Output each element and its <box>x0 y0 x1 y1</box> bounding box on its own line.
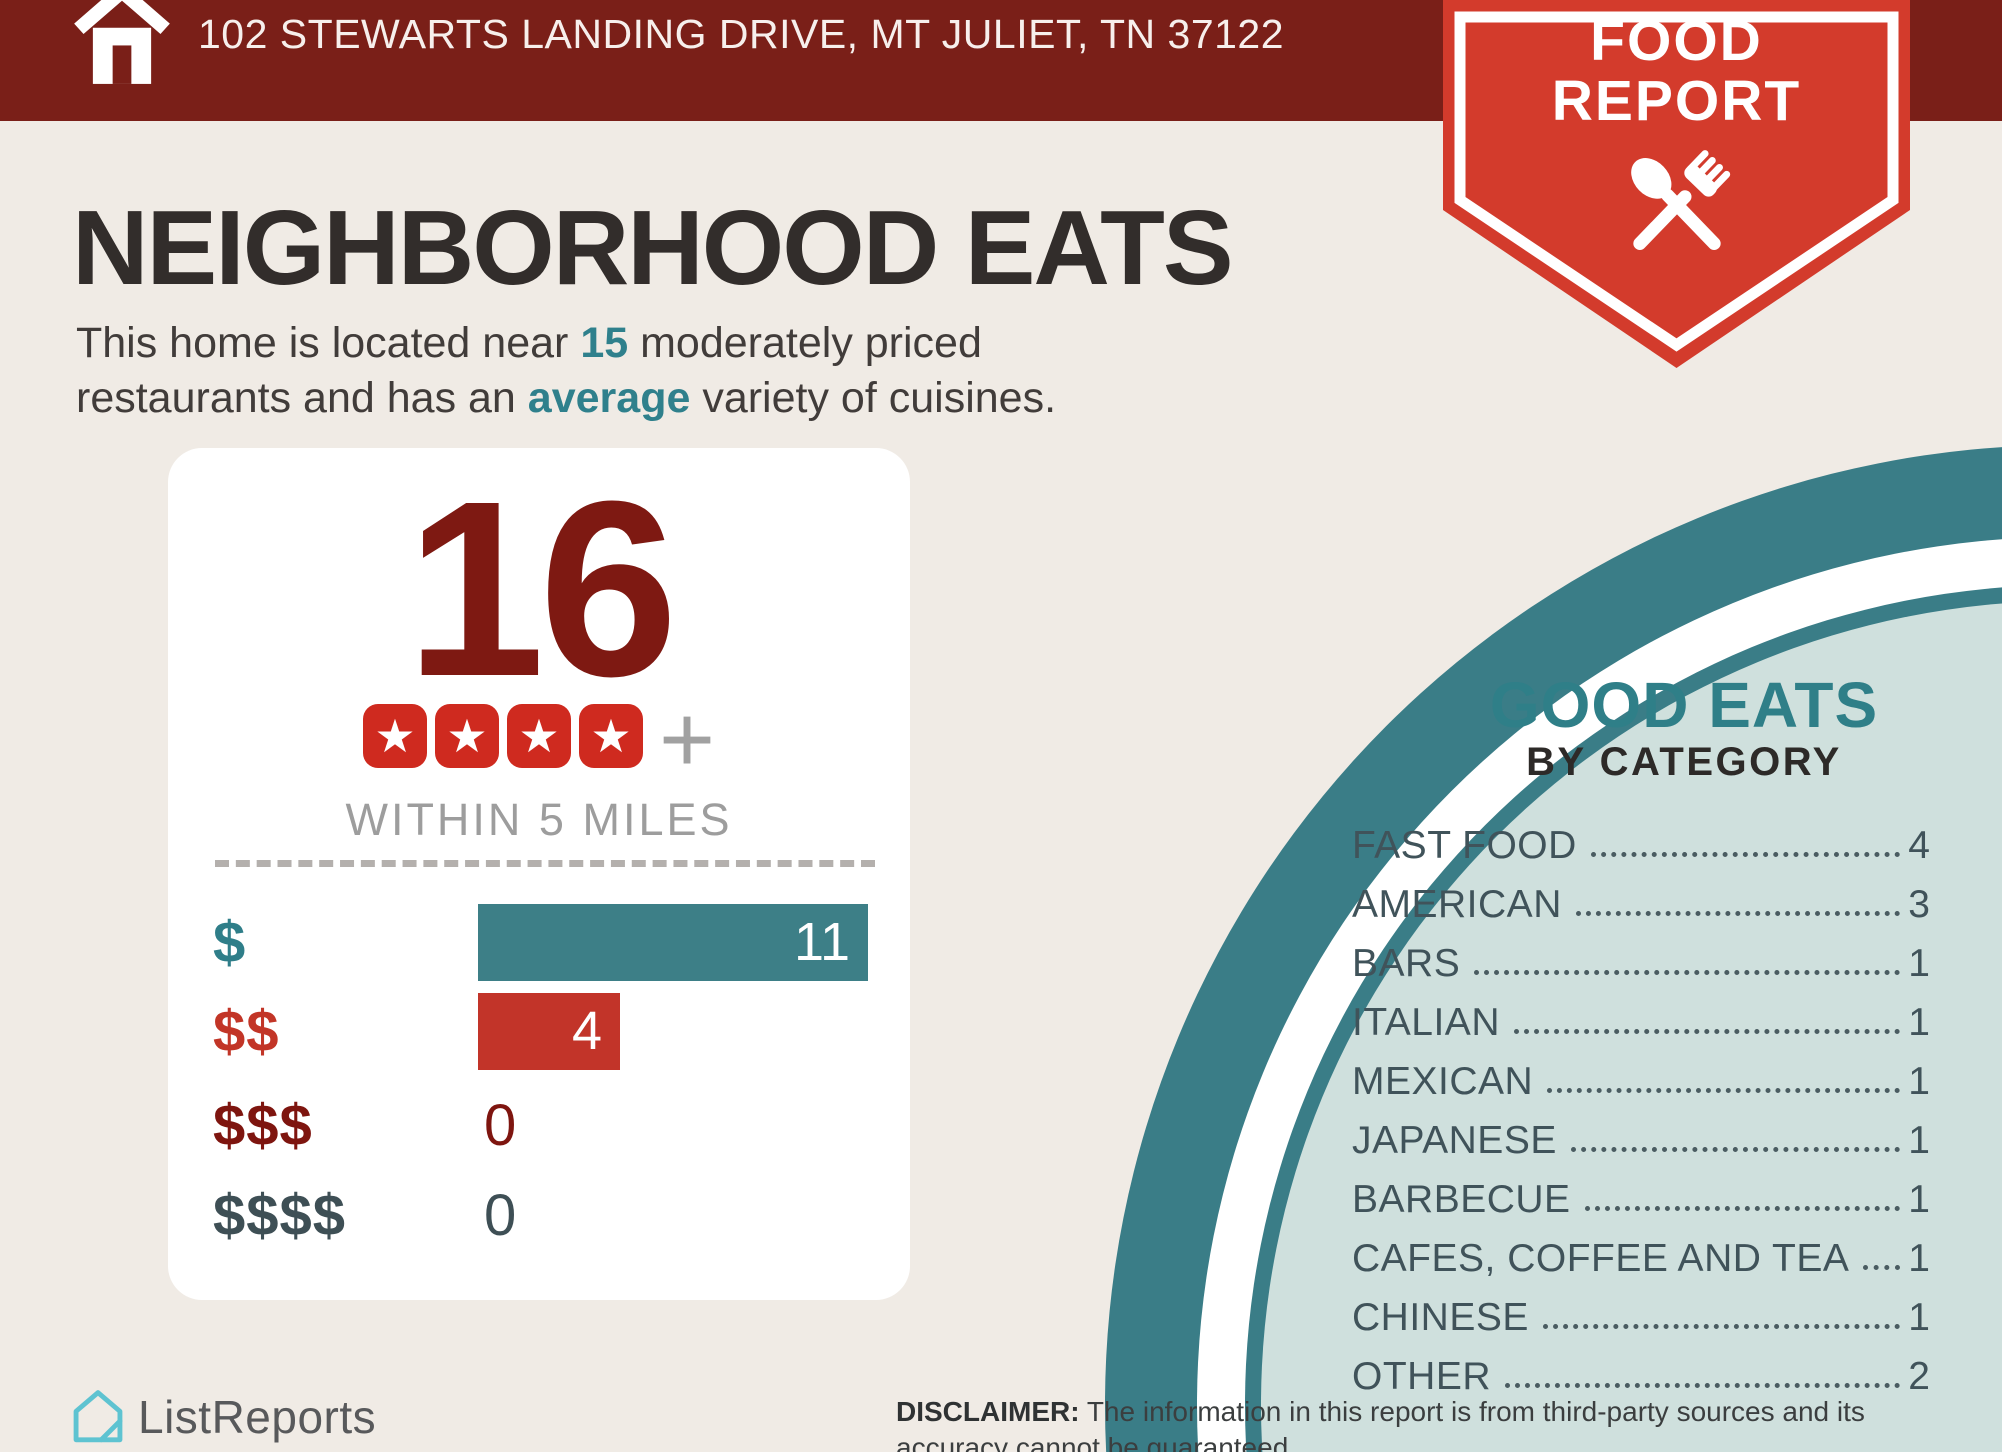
dashed-divider <box>215 860 875 867</box>
property-address: 102 STEWARTS LANDING DRIVE, MT JULIET, T… <box>198 11 1285 57</box>
dotted-leader <box>1584 1206 1901 1211</box>
listreports-logo: ListReports <box>72 1388 376 1446</box>
star-icon: ★ <box>362 704 427 768</box>
price-tier-row: $$$ 0 <box>213 1081 885 1169</box>
category-row: CAFES, COFFEE AND TEA 1 <box>1352 1229 1930 1288</box>
intro-part1: This home is located near <box>76 319 581 367</box>
category-label: CAFES, COFFEE AND TEA <box>1352 1236 1850 1280</box>
intro-part2: moderately priced restaurants and has an <box>76 319 982 423</box>
category-value: 1 <box>1908 1295 1930 1339</box>
category-value: 1 <box>1908 1000 1930 1044</box>
restaurant-summary-card: 16 ★ ★ ★ ★ + WITHIN 5 MILES $11 $$ 4 $$$ 0 $$$$ 0 <box>168 448 910 1300</box>
price-tier-bar: 4 <box>478 992 620 1070</box>
dotted-leader <box>1590 852 1901 857</box>
category-value: 1 <box>1908 1118 1930 1162</box>
category-row: OTHER 2 <box>1352 1347 1930 1406</box>
category-row: BARS 1 <box>1352 934 1930 993</box>
good-eats-title: GOOD EATS <box>1489 669 1879 741</box>
category-row: AMERICAN 3 <box>1352 875 1930 934</box>
dotted-leader <box>1570 1147 1901 1152</box>
disclaimer-label: DISCLAIMER: <box>896 1396 1080 1427</box>
category-value: 1 <box>1908 1177 1930 1221</box>
category-list: FAST FOOD 4 AMERICAN 3 BARS 1 ITALIAN 1 MEXICAN 1… <box>1352 816 1930 1406</box>
dotted-leader <box>1863 1265 1901 1270</box>
category-value: 1 <box>1908 941 1930 985</box>
category-label: JAPANESE <box>1352 1118 1557 1162</box>
category-label: MEXICAN <box>1352 1059 1534 1103</box>
star-icon: ★ <box>434 704 499 768</box>
category-value: 1 <box>1908 1236 1930 1280</box>
brand-name: ListReports <box>138 1391 377 1443</box>
intro-paragraph: This home is located near 15 moderately … <box>76 316 1186 426</box>
price-tier-row: $11 <box>213 898 885 986</box>
star-icon: ★ <box>506 704 571 768</box>
disclaimer: DISCLAIMER: The information in this repo… <box>896 1394 1901 1452</box>
zero-value: 0 <box>484 1182 517 1248</box>
price-tier-row: $$$$ 0 <box>213 1171 885 1259</box>
page-title: NEIGHBORHOOD EATS <box>72 189 1234 307</box>
dotted-leader <box>1547 1088 1901 1093</box>
dotted-leader <box>1513 1029 1901 1034</box>
plus-icon: + <box>658 686 716 794</box>
dotted-leader <box>1505 1383 1901 1388</box>
category-label: OTHER <box>1352 1354 1491 1398</box>
stars-row: ★ ★ ★ ★ + <box>168 686 910 794</box>
category-label: AMERICAN <box>1352 882 1562 926</box>
category-row: JAPANESE 1 <box>1352 1111 1930 1170</box>
radius-label: WITHIN 5 MILES <box>345 794 733 845</box>
dotted-leader <box>1542 1324 1901 1329</box>
category-row: FAST FOOD 4 <box>1352 816 1930 875</box>
disclaimer-text: The information in this report is from t… <box>896 1396 1865 1452</box>
category-value: 2 <box>1908 1354 1930 1398</box>
good-eats-subtitle: BY CATEGORY <box>1526 740 1842 784</box>
price-tier-label: $$$$ <box>213 1182 347 1248</box>
zero-value: 0 <box>484 1092 517 1158</box>
category-value: 4 <box>1908 823 1930 867</box>
intro-part3: variety of cuisines. <box>690 374 1057 423</box>
price-tier-label: $$$ <box>213 1092 313 1158</box>
dotted-leader <box>1575 911 1901 916</box>
ribbon-title-line2: REPORT <box>1551 69 1802 133</box>
price-tier-row: $$ 4 <box>213 987 885 1075</box>
food-report-ribbon: FOOD REPORT <box>1443 0 1910 470</box>
bar-value: 11 <box>793 912 850 972</box>
price-tier-label: $$ <box>213 998 280 1064</box>
category-label: CHINESE <box>1352 1295 1529 1339</box>
category-row: CHINESE 1 <box>1352 1288 1930 1347</box>
category-row: BARBECUE 1 <box>1352 1170 1930 1229</box>
category-label: BARBECUE <box>1352 1177 1571 1221</box>
category-label: BARS <box>1352 941 1461 985</box>
spoon-fork-icon <box>1630 150 1730 250</box>
price-tier-label: $ <box>213 909 247 975</box>
price-tier-bar: 11 <box>478 903 868 981</box>
intro-count-highlight: 15 <box>580 319 629 367</box>
star-icon: ★ <box>578 704 643 768</box>
category-value: 1 <box>1908 1059 1930 1103</box>
intro-variety-highlight: average <box>527 374 691 423</box>
listreports-house-icon <box>73 1390 123 1443</box>
home-icon <box>74 0 170 84</box>
category-row: ITALIAN 1 <box>1352 993 1930 1052</box>
category-value: 3 <box>1908 882 1930 926</box>
bar-value: 4 <box>571 1001 602 1061</box>
category-row: MEXICAN 1 <box>1352 1052 1930 1111</box>
dotted-leader <box>1474 970 1901 975</box>
category-label: FAST FOOD <box>1352 823 1577 867</box>
ribbon-title-line1: FOOD <box>1590 9 1763 73</box>
category-label: ITALIAN <box>1352 1000 1500 1044</box>
restaurant-count: 16 <box>405 449 678 728</box>
ribbon-banner-shape <box>1443 0 1910 368</box>
